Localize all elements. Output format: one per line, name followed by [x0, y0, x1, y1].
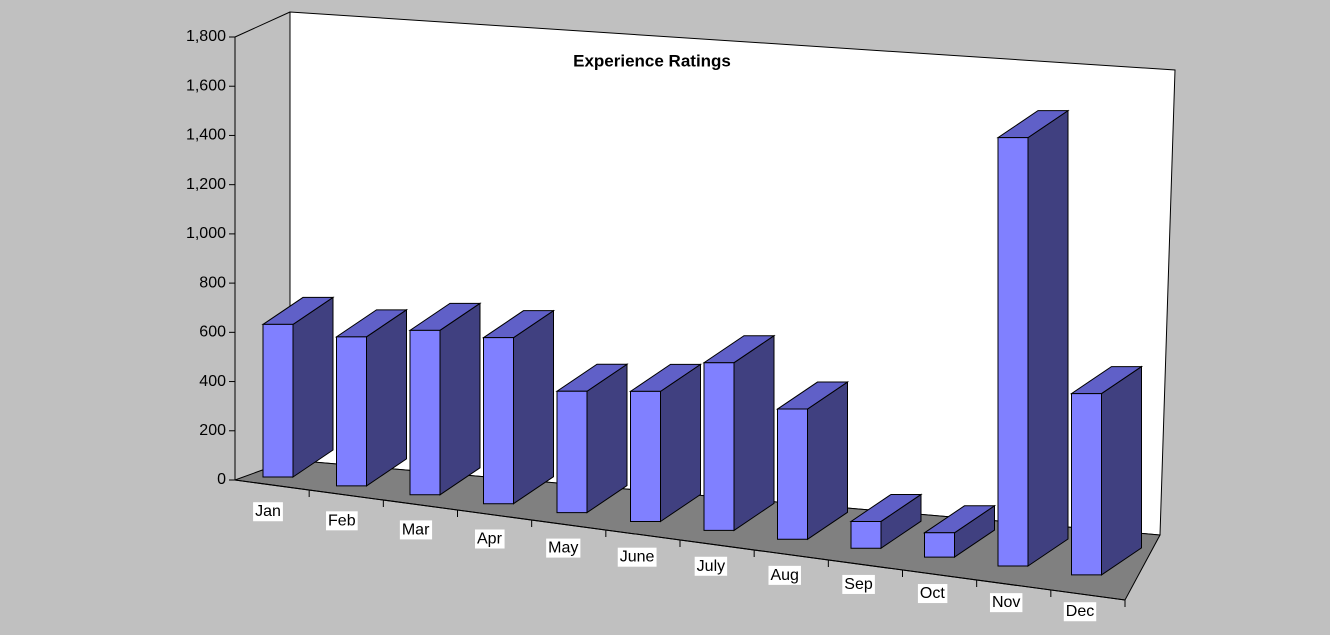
chart-title: Experience Ratings — [573, 51, 731, 70]
x-label-box — [546, 538, 581, 558]
bar-side — [513, 309, 554, 505]
bar — [702, 334, 776, 532]
bar-front — [409, 329, 441, 496]
bar-front — [262, 323, 294, 478]
x-tick-label: Sep — [844, 576, 873, 593]
x-label-box — [694, 556, 728, 576]
bar-front — [850, 520, 882, 549]
bar — [408, 302, 482, 496]
y-tick-label: 0 — [217, 471, 226, 488]
x-tick-label: Mar — [402, 521, 430, 538]
x-tick-label: May — [548, 540, 578, 557]
y-tick-label: 800 — [199, 274, 226, 291]
x-tick-label: Aug — [770, 567, 798, 584]
bar — [334, 308, 409, 487]
bar-side — [1101, 365, 1142, 576]
y-tick-label: 400 — [199, 373, 226, 390]
bar — [261, 296, 335, 478]
x-tick-label: Jan — [255, 503, 281, 520]
x-tick-label: Apr — [477, 530, 503, 547]
bar-side — [733, 334, 775, 532]
bar-side — [807, 381, 848, 541]
bar-front — [483, 337, 514, 505]
x-label-box — [917, 584, 948, 604]
bar — [849, 493, 923, 550]
x-tick-label: Nov — [992, 594, 1020, 611]
x-label-box — [475, 529, 505, 549]
bar — [775, 381, 850, 541]
bar — [996, 109, 1070, 567]
x-label-box — [989, 593, 1023, 613]
y-tick-label: 1,600 — [186, 77, 226, 94]
bar — [555, 363, 629, 514]
y-tick-label: 600 — [199, 324, 226, 341]
x-label-box — [842, 574, 875, 594]
x-label-box — [326, 511, 358, 531]
bar-side — [366, 308, 407, 487]
bar-front — [997, 137, 1029, 567]
y-tick-label: 1,800 — [186, 28, 226, 45]
x-label-box — [768, 565, 801, 585]
bar-front — [703, 362, 735, 531]
bar — [1069, 365, 1144, 576]
bar — [628, 363, 703, 523]
y-tick-label: 200 — [199, 422, 226, 439]
x-tick-label: July — [697, 558, 725, 575]
x-tick-label: Feb — [328, 512, 356, 529]
bar-front — [777, 408, 808, 540]
bar-front — [336, 336, 367, 487]
x-label-box — [399, 520, 433, 540]
bar-front — [1071, 393, 1102, 576]
bar-front — [556, 390, 588, 514]
bar — [481, 309, 556, 505]
bar-front — [630, 390, 661, 522]
x-label-box — [1063, 602, 1097, 622]
bar — [922, 504, 997, 559]
bar-side — [1027, 109, 1069, 567]
bar-side — [292, 296, 334, 478]
wall-edge — [234, 11, 291, 38]
x-label-box — [253, 502, 283, 522]
y-tick-label: 1,200 — [186, 176, 226, 193]
bar-front — [924, 532, 955, 558]
x-label-box — [617, 547, 657, 567]
x-tick-label: Dec — [1066, 603, 1094, 620]
x-tick-label: Oct — [920, 585, 945, 602]
bar-side — [660, 363, 701, 523]
y-tick-label: 1,400 — [186, 127, 226, 144]
bar-side — [439, 302, 481, 496]
y-tick-label: 1,000 — [186, 225, 226, 242]
x-tick-label: June — [620, 549, 655, 566]
